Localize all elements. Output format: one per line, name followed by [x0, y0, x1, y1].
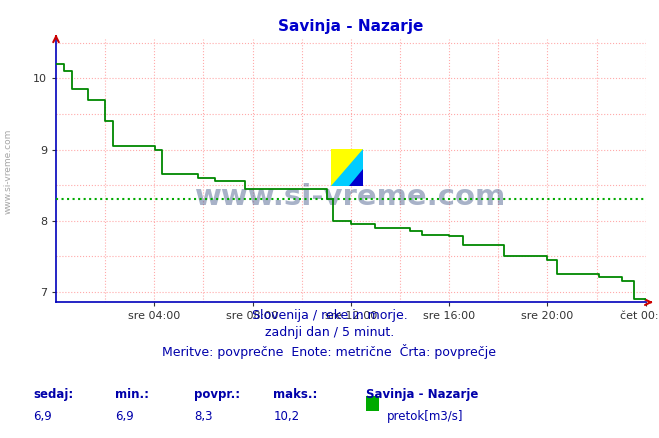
Text: min.:: min.:	[115, 388, 150, 401]
Text: pretok[m3/s]: pretok[m3/s]	[387, 410, 463, 423]
Text: 6,9: 6,9	[115, 410, 134, 423]
Text: Savinja - Nazarje: Savinja - Nazarje	[366, 388, 478, 401]
Polygon shape	[331, 149, 363, 186]
Text: maks.:: maks.:	[273, 388, 318, 401]
Text: povpr.:: povpr.:	[194, 388, 241, 401]
Text: Meritve: povprečne  Enote: metrične  Črta: povprečje: Meritve: povprečne Enote: metrične Črta:…	[163, 344, 496, 359]
Text: zadnji dan / 5 minut.: zadnji dan / 5 minut.	[265, 326, 394, 339]
Text: sedaj:: sedaj:	[33, 388, 73, 401]
Text: www.si-vreme.com: www.si-vreme.com	[3, 128, 13, 213]
Text: 6,9: 6,9	[33, 410, 51, 423]
Text: 10,2: 10,2	[273, 410, 300, 423]
Polygon shape	[349, 170, 363, 186]
Text: www.si-vreme.com: www.si-vreme.com	[195, 183, 507, 211]
Text: Slovenija / reke in morje.: Slovenija / reke in morje.	[252, 309, 407, 322]
Title: Savinja - Nazarje: Savinja - Nazarje	[278, 19, 424, 34]
Polygon shape	[331, 149, 363, 186]
Text: 8,3: 8,3	[194, 410, 213, 423]
